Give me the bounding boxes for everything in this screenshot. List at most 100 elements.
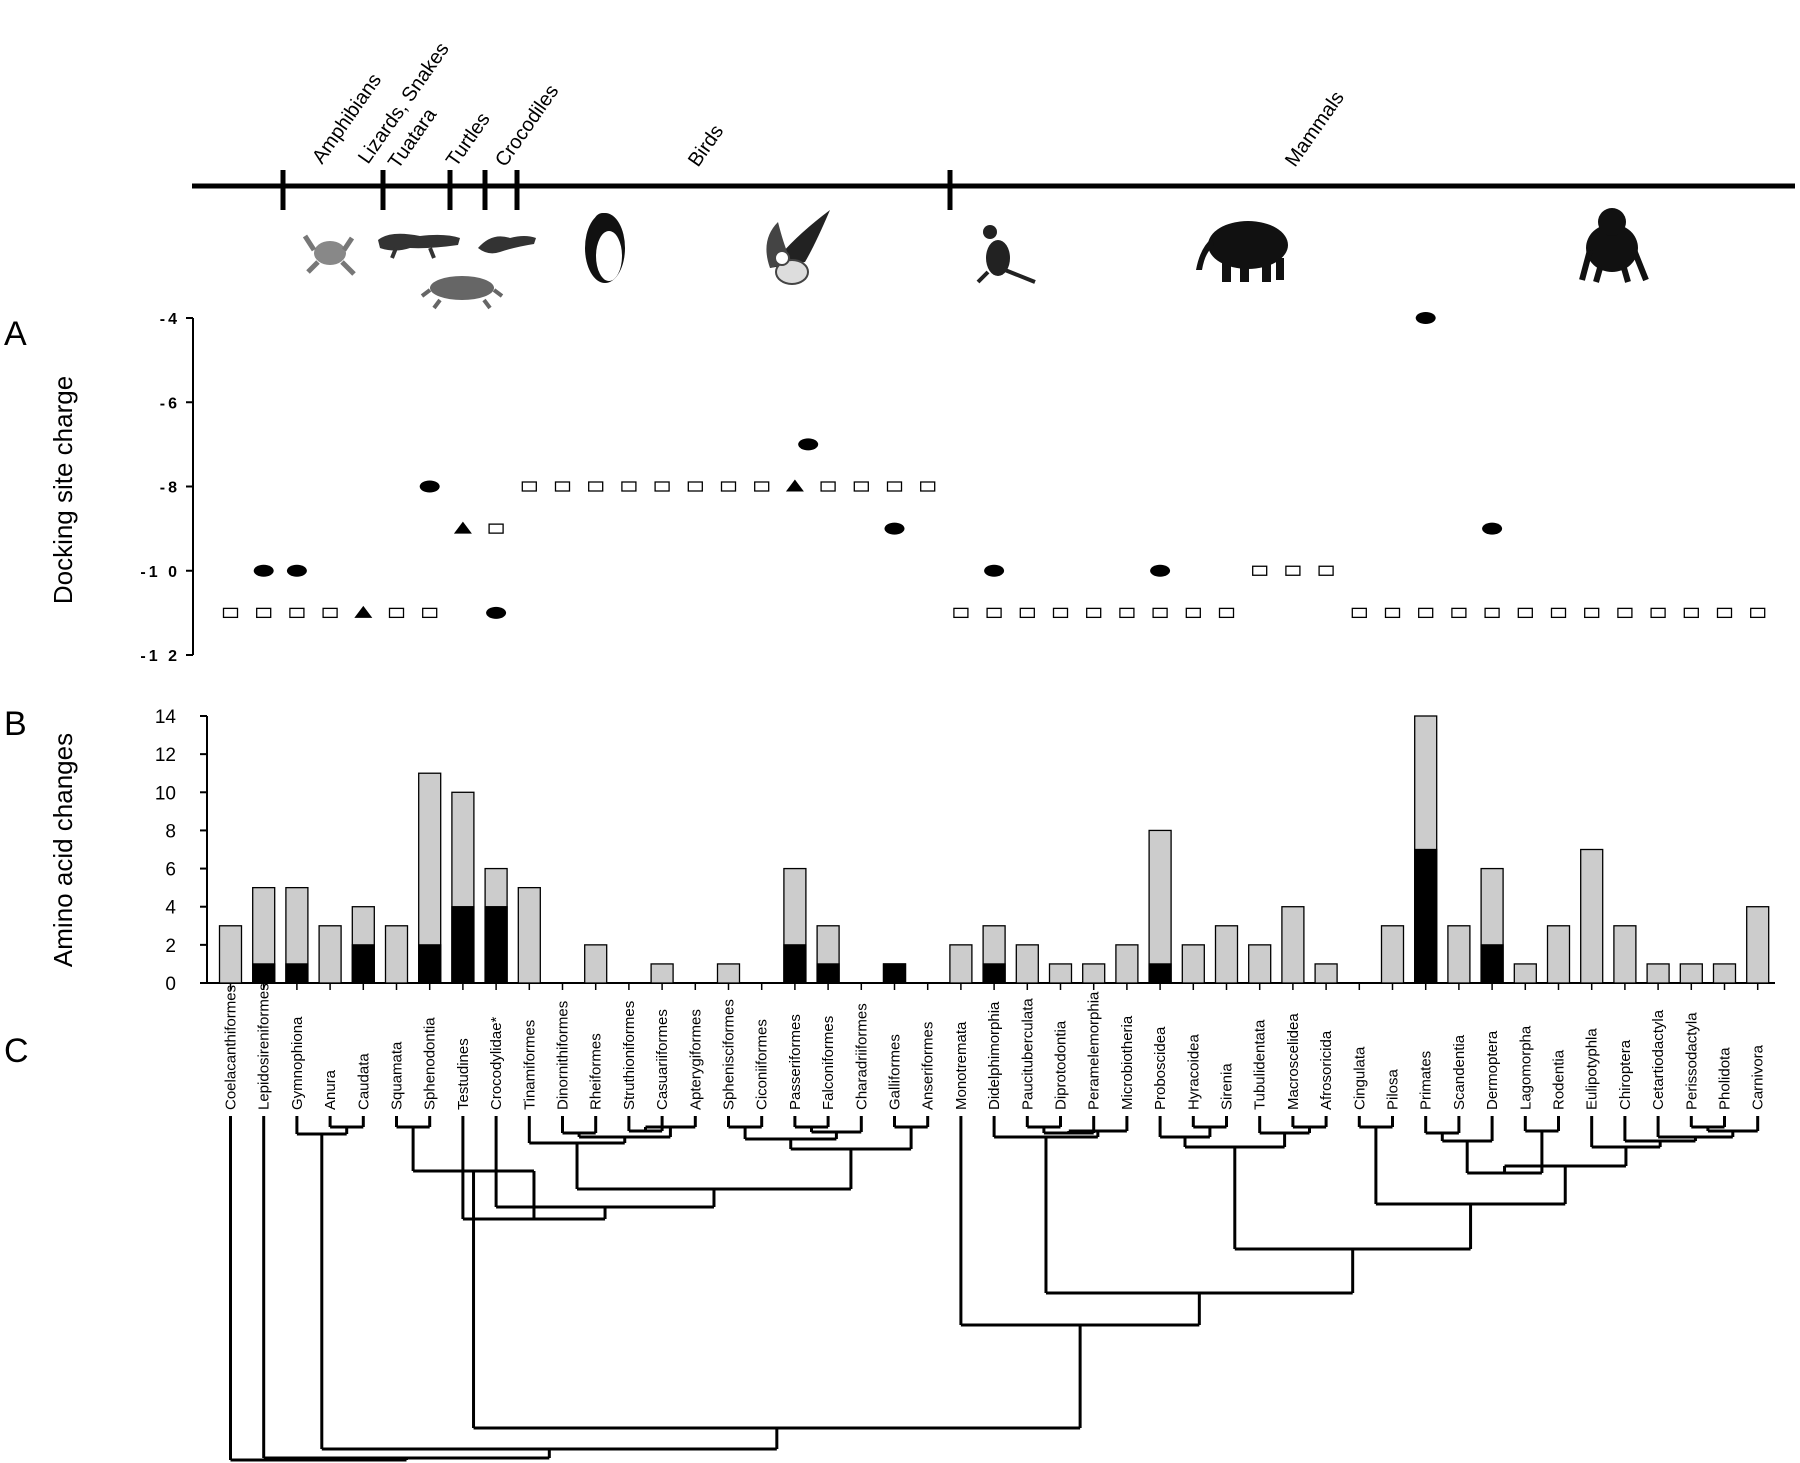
order-label: Testudines bbox=[455, 1038, 472, 1110]
order-label: Coelacanthiformes bbox=[223, 985, 240, 1110]
b-bar-black-part bbox=[252, 963, 276, 984]
a-point-filled-ellipse bbox=[1150, 564, 1171, 577]
a-point-open-square bbox=[1086, 607, 1102, 619]
b-bar-black-part bbox=[882, 963, 907, 984]
b-bar-black-part bbox=[1148, 963, 1172, 984]
a-ytick-label: -1 2 bbox=[140, 648, 180, 665]
panel-b-ylabel: Amino acid changes bbox=[48, 733, 78, 967]
a-point-open-square bbox=[687, 481, 703, 492]
order-label: Rheiformes bbox=[588, 1033, 605, 1110]
order-label: Sirenia bbox=[1219, 1063, 1236, 1110]
a-point-open-square bbox=[1418, 607, 1434, 619]
b-bar-total bbox=[1082, 963, 1106, 984]
crocodile-icon bbox=[378, 233, 460, 259]
order-label: Sphenodontia bbox=[422, 1017, 439, 1110]
order-label: Eulipotyphla bbox=[1584, 1028, 1601, 1110]
b-bar-total bbox=[1679, 963, 1703, 984]
order-label: Dinornithiformes bbox=[555, 1001, 572, 1110]
b-bar-total bbox=[650, 963, 674, 984]
b-bar-total bbox=[1447, 925, 1471, 984]
a-point-filled-ellipse bbox=[884, 522, 905, 535]
b-ytick-label: 6 bbox=[165, 860, 176, 881]
b-bar-total bbox=[1546, 925, 1571, 984]
a-point-open-square bbox=[720, 481, 737, 492]
b-bar-total bbox=[1248, 944, 1272, 984]
b-bar-total bbox=[1214, 925, 1239, 984]
kangaroo-icon bbox=[976, 225, 1036, 284]
a-point-open-square bbox=[1119, 607, 1135, 619]
a-point-open-square bbox=[289, 607, 305, 619]
b-ytick-label: 14 bbox=[155, 707, 177, 728]
a-point-filled-ellipse bbox=[253, 564, 274, 577]
order-label: Microbiotheria bbox=[1119, 1015, 1136, 1110]
order-label: Passeriformes bbox=[787, 1014, 804, 1110]
a-point-open-square bbox=[422, 607, 438, 619]
elephant-icon bbox=[1196, 221, 1288, 282]
b-bar-black-part bbox=[783, 944, 807, 984]
b-bar-total bbox=[1148, 829, 1172, 984]
order-label: Struthioniformes bbox=[621, 1001, 638, 1110]
a-point-filled-ellipse bbox=[1482, 522, 1503, 535]
a-point-open-square bbox=[256, 607, 272, 619]
a-point-open-square bbox=[222, 607, 239, 619]
a-point-open-square bbox=[820, 481, 836, 492]
a-point-open-square bbox=[1617, 607, 1633, 619]
order-label: Gymnophiona bbox=[289, 1016, 306, 1110]
order-label: Hyracoidea bbox=[1185, 1033, 1202, 1110]
a-point-open-square bbox=[1550, 607, 1567, 619]
b-bar-total bbox=[1646, 963, 1670, 984]
a-point-open-square bbox=[488, 523, 504, 534]
a-point-open-square bbox=[853, 481, 869, 492]
order-label: Monotremata bbox=[953, 1021, 970, 1110]
a-point-filled-ellipse bbox=[798, 438, 819, 451]
b-bar-total bbox=[1746, 906, 1770, 984]
a-point-open-square bbox=[1384, 607, 1401, 619]
order-label: Caudata bbox=[355, 1053, 372, 1110]
a-point-filled-ellipse bbox=[286, 564, 307, 577]
a-point-filled-ellipse bbox=[486, 606, 507, 619]
a-ytick-label: -6 bbox=[160, 395, 180, 412]
order-label: Anura bbox=[322, 1069, 339, 1110]
b-bar-black-part bbox=[1480, 944, 1504, 984]
order-label: Pilosa bbox=[1385, 1068, 1402, 1110]
a-point-open-square bbox=[1351, 607, 1367, 619]
group-label-birds: Birds bbox=[684, 121, 728, 171]
a-point-open-square bbox=[1019, 607, 1035, 619]
a-point-open-square bbox=[1318, 565, 1334, 576]
a-point-filled-triangle bbox=[354, 605, 373, 618]
b-bar-black-part bbox=[816, 963, 840, 984]
b-ytick-label: 4 bbox=[165, 898, 176, 919]
a-point-open-square bbox=[886, 481, 903, 492]
a-point-open-square bbox=[754, 481, 770, 492]
order-label: Crocodylidae* bbox=[488, 1016, 505, 1110]
panel-c: Coelacanthiformes Lepidosireniformes Gymno… bbox=[223, 983, 1767, 1462]
a-point-filled-ellipse bbox=[984, 564, 1005, 577]
a-point-open-square bbox=[1252, 565, 1268, 576]
order-label: Casuariiformes bbox=[654, 1009, 671, 1110]
order-label: Didelphimorphia bbox=[986, 1001, 1003, 1110]
order-label: Macroscelidea bbox=[1285, 1013, 1302, 1110]
a-point-open-square bbox=[986, 607, 1002, 619]
b-bar-total bbox=[716, 963, 741, 984]
order-label: Perissodactyla bbox=[1683, 1012, 1700, 1110]
a-point-open-square bbox=[1716, 607, 1733, 619]
a-point-open-square bbox=[388, 607, 405, 619]
b-bar-total bbox=[1115, 944, 1139, 984]
order-label: Galliformes bbox=[887, 1034, 904, 1110]
order-label: Diprotodontia bbox=[1053, 1020, 1070, 1110]
a-point-filled-ellipse bbox=[1415, 312, 1436, 324]
group-label-mammals: Mammals bbox=[1281, 87, 1349, 171]
a-point-open-square bbox=[1517, 607, 1533, 619]
b-bar-black-part bbox=[418, 944, 442, 984]
order-label: Lepidosireniformes bbox=[256, 983, 273, 1110]
order-label: Dermoptera bbox=[1484, 1030, 1501, 1110]
b-bar-total bbox=[1015, 944, 1039, 984]
b-bar-total bbox=[1181, 944, 1205, 984]
a-point-open-square bbox=[1285, 565, 1301, 576]
panel-a: Docking site charge -4 -6 -8 -1 0 -1 2 bbox=[48, 311, 1766, 665]
chimpanzee-icon bbox=[1579, 208, 1649, 283]
a-ytick-label: -4 bbox=[160, 311, 180, 328]
order-label: Tinamiformes bbox=[521, 1020, 538, 1110]
order-label: Apterygiformes bbox=[687, 1009, 704, 1110]
